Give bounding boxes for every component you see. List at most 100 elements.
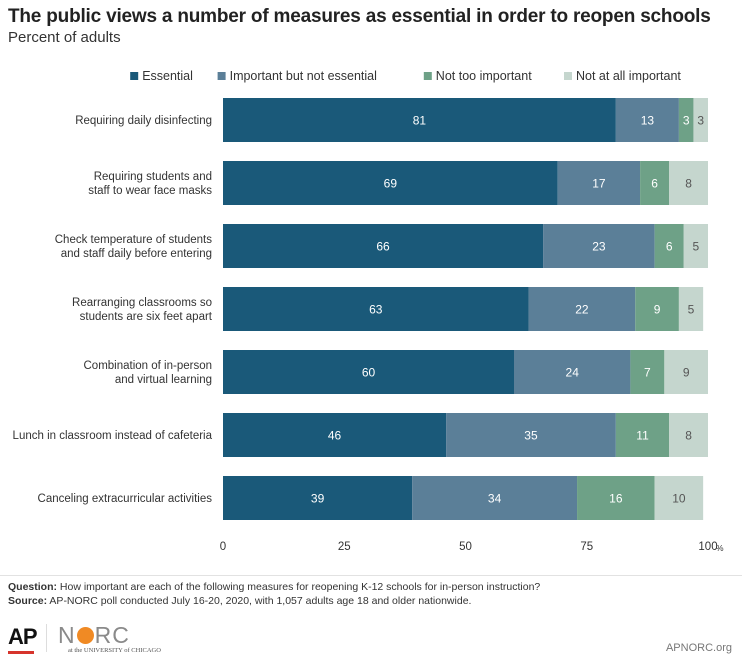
- category-label: staff to wear face masks: [88, 185, 212, 197]
- bar-segment: [223, 476, 413, 520]
- bar-segment: [528, 287, 636, 331]
- legend-label: Essential: [142, 69, 193, 83]
- bar-segment: [446, 413, 616, 457]
- chart-subtitle: Percent of adults: [8, 29, 121, 46]
- bar-segment: [635, 287, 679, 331]
- bar-segment: [669, 161, 708, 205]
- bar-segment: [223, 287, 529, 331]
- bar-segment: [223, 413, 447, 457]
- data-label: 66: [376, 240, 390, 254]
- norc-logo-rc: RC: [94, 622, 130, 648]
- bar-segment: [514, 350, 631, 394]
- bar-segment: [678, 98, 694, 142]
- data-label: 17: [592, 177, 606, 191]
- data-label: 34: [488, 492, 502, 506]
- data-label: 5: [693, 240, 700, 254]
- ap-logo: AP: [8, 624, 38, 649]
- legend-swatch-2: [217, 72, 226, 80]
- data-label: 46: [328, 429, 342, 443]
- legend-swatch-1: [423, 72, 432, 80]
- bar-segment: [630, 350, 665, 394]
- data-label: 3: [697, 114, 704, 128]
- data-label: 6: [651, 177, 658, 191]
- data-label: 3: [683, 114, 690, 128]
- data-label: 23: [592, 240, 606, 254]
- bar-segment: [664, 350, 708, 394]
- category-label: and staff daily before entering: [61, 248, 212, 260]
- bar-segment: [557, 161, 641, 205]
- category-label: Lunch in classroom instead of cafeteria: [13, 430, 213, 442]
- data-label: 24: [566, 366, 580, 380]
- data-label: 11: [636, 429, 649, 443]
- x-tick-label: 75: [580, 541, 593, 553]
- category-label: Check temperature of students: [55, 234, 212, 246]
- source-text: AP-NORC poll conducted July 16-20, 2020,…: [47, 595, 472, 607]
- norc-logo-n: N: [58, 622, 76, 648]
- ap-logo-underline: [8, 651, 34, 654]
- source-label: Source:: [8, 595, 48, 607]
- data-label: 9: [683, 366, 690, 380]
- data-label: 10: [672, 492, 686, 506]
- x-tick-label: 25: [338, 541, 351, 553]
- category-label: Requiring daily disinfecting: [75, 115, 212, 127]
- chart-title: The public views a number of measures as…: [8, 6, 711, 27]
- bar-segment: [693, 98, 708, 142]
- legend-swatch-0: [564, 72, 572, 80]
- bar-segment: [615, 98, 679, 142]
- data-label: 35: [524, 429, 538, 443]
- data-label: 39: [311, 492, 325, 506]
- bar-segment: [615, 413, 670, 457]
- legend-label: Not at all important: [576, 69, 681, 83]
- data-label: 13: [641, 114, 655, 128]
- bar-segment: [223, 161, 558, 205]
- data-label: 9: [654, 303, 661, 317]
- data-label: 5: [688, 303, 695, 317]
- bar-segment: [412, 476, 578, 520]
- x-unit-label: %: [716, 543, 724, 553]
- category-label: Combination of in-person: [84, 360, 213, 372]
- question-text: How important are each of the following …: [57, 581, 541, 593]
- legend-label: Important but not essential: [230, 69, 377, 83]
- data-label: 63: [369, 303, 383, 317]
- legend-swatch-3: [130, 72, 139, 80]
- question-label: Question:: [8, 581, 57, 593]
- bar-segment: [669, 413, 708, 457]
- data-label: 22: [575, 303, 589, 317]
- data-label: 69: [384, 177, 398, 191]
- bar-segment: [223, 350, 514, 394]
- footer-divider: [0, 575, 742, 576]
- x-tick-label: 0: [220, 541, 226, 553]
- norc-logo: N RC: [58, 622, 130, 649]
- data-label: 60: [362, 366, 376, 380]
- category-label: Rearranging classrooms so: [72, 297, 212, 309]
- data-label: 8: [685, 429, 692, 443]
- stacked-bar-chart: Not at all important Not too important Imp…: [13, 69, 724, 553]
- uchicago-wordmark: at the UNIVERSITY of CHICAGO: [68, 647, 161, 654]
- x-tick-label: 100: [698, 541, 717, 553]
- legend-label: Not too important: [436, 69, 532, 83]
- bar-segment: [654, 224, 684, 268]
- bar-segment: [223, 98, 616, 142]
- bar-segment: [543, 224, 655, 268]
- bar-segment: [223, 224, 544, 268]
- bar-segment: [683, 224, 708, 268]
- site-url: APNORC.org: [665, 642, 732, 654]
- data-label: 8: [685, 177, 692, 191]
- category-label: and virtual learning: [115, 374, 212, 386]
- category-label: Canceling extracurricular activities: [38, 493, 213, 505]
- x-tick-label: 50: [459, 541, 472, 553]
- data-label: 81: [413, 114, 427, 128]
- data-label: 7: [644, 366, 651, 380]
- logo-divider: [46, 624, 47, 652]
- bar-segment: [654, 476, 704, 520]
- bar-segment: [577, 476, 655, 520]
- data-label: 16: [609, 492, 623, 506]
- category-label: Requiring students and: [94, 171, 212, 183]
- category-label: students are six feet apart: [80, 311, 213, 323]
- norc-logo-o-icon: [76, 627, 94, 644]
- data-label: 6: [666, 240, 673, 254]
- question-note: Question: How important are each of the …: [8, 581, 540, 593]
- bar-segment: [640, 161, 670, 205]
- bar-segment: [678, 287, 704, 331]
- source-note: Source: AP-NORC poll conducted July 16-2…: [8, 595, 471, 607]
